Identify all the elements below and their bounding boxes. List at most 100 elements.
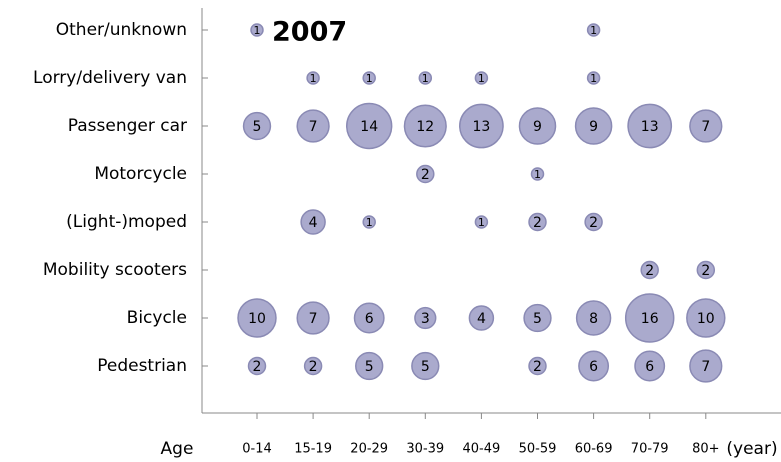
bubble-label: 13 — [472, 119, 490, 135]
bubble-label: 4 — [477, 311, 486, 327]
bubble — [306, 71, 320, 85]
bubble — [689, 109, 723, 143]
bubble-label: 1 — [310, 72, 317, 85]
bubble — [634, 350, 666, 382]
x-tick-label: 20-29 — [350, 442, 388, 457]
bubble-label: 14 — [360, 119, 378, 135]
bubble-label: 10 — [697, 311, 715, 327]
bubble — [468, 305, 495, 331]
bubble — [300, 209, 326, 235]
bubble — [242, 111, 272, 141]
bubble-label: 9 — [533, 119, 542, 135]
bubble — [296, 109, 330, 143]
bubble-label: 2 — [533, 215, 542, 231]
bubble-label: 2 — [253, 359, 262, 375]
bubble — [237, 298, 277, 338]
bubble-label: 7 — [309, 311, 318, 327]
bubble-label: 1 — [366, 72, 373, 85]
bubble-label: 2 — [421, 167, 430, 183]
bubble — [414, 306, 437, 330]
bubble — [640, 260, 659, 280]
x-tick-label: 30-39 — [406, 442, 444, 457]
bubble — [523, 303, 552, 333]
bubble-label: 16 — [641, 311, 659, 327]
bubble — [247, 356, 267, 376]
bubble — [459, 103, 504, 149]
bubble-label: 2 — [589, 215, 598, 231]
bubble-label: 10 — [248, 311, 266, 327]
bubble-label: 5 — [533, 311, 542, 327]
bubble — [686, 298, 726, 338]
bubble-label: 1 — [590, 24, 597, 37]
bubble — [250, 23, 264, 37]
bubble — [362, 71, 376, 85]
bubble-label: 12 — [416, 119, 434, 135]
bubble — [403, 104, 447, 148]
x-axis-unit: (year) — [726, 439, 777, 459]
x-tick-label: 80+ — [692, 442, 719, 457]
bubble — [418, 71, 433, 85]
bubble — [586, 23, 601, 37]
bubble-label: 3 — [421, 311, 430, 327]
bubble — [518, 107, 557, 145]
bubble-label: 7 — [701, 119, 710, 135]
bubble-label: 7 — [701, 359, 710, 375]
bubble — [416, 164, 435, 184]
y-tick-label: (Light-)moped — [66, 212, 187, 232]
bubble-label: 5 — [421, 359, 430, 375]
bubble-label: 1 — [478, 72, 485, 85]
bubble — [355, 351, 384, 381]
bubble — [353, 302, 385, 334]
x-tick-label: 70-79 — [631, 442, 669, 457]
bubble-label: 1 — [534, 168, 541, 181]
x-tick-label: 40-49 — [463, 442, 501, 457]
y-tick-label: Mobility scooters — [43, 260, 187, 280]
y-tick-label: Pedestrian — [97, 356, 187, 376]
bubble — [578, 350, 610, 382]
bubble-label: 6 — [589, 359, 598, 375]
bubble — [624, 293, 675, 343]
y-tick-label: Motorcycle — [94, 164, 187, 184]
bubble-label: 2 — [533, 359, 542, 375]
bubble-label: 1 — [366, 216, 373, 229]
bubble — [528, 212, 547, 232]
bubble — [696, 260, 716, 280]
bubble-label: 6 — [365, 311, 374, 327]
bubble — [689, 349, 723, 383]
bubble — [296, 301, 330, 335]
x-tick-label: 15-19 — [294, 442, 332, 457]
bubble-label: 5 — [365, 359, 374, 375]
bubble — [411, 351, 440, 381]
bubble-label: 2 — [309, 359, 318, 375]
x-axis-label: Age — [161, 439, 194, 459]
bubble — [627, 103, 673, 149]
x-tick-label: 0-14 — [242, 442, 272, 457]
bubble — [303, 356, 323, 376]
bubble — [346, 102, 393, 150]
bubble-label: 1 — [590, 72, 597, 85]
bubble-label: 13 — [641, 119, 659, 135]
y-tick-label: Bicycle — [127, 308, 187, 328]
bubble — [362, 215, 376, 229]
bubble — [474, 215, 489, 229]
bubble — [574, 107, 613, 145]
bubble — [584, 212, 603, 232]
bubble — [474, 71, 489, 85]
bubble-label: 5 — [253, 119, 262, 135]
bubble-label: 7 — [309, 119, 318, 135]
bubble-label: 2 — [645, 263, 654, 279]
bubble — [586, 71, 601, 85]
chart-title: 2007 — [272, 17, 347, 48]
bubble-label: 8 — [589, 311, 598, 327]
bubble-label: 4 — [309, 215, 318, 231]
y-tick-label: Passenger car — [68, 116, 187, 136]
bubble — [528, 356, 547, 376]
y-tick-label: Lorry/delivery van — [33, 68, 187, 88]
bubble — [575, 300, 612, 336]
bubble-label: 1 — [422, 72, 429, 85]
y-tick-label: Other/unknown — [56, 20, 187, 40]
bubble-label: 6 — [645, 359, 654, 375]
x-tick-label: 50-59 — [519, 442, 557, 457]
x-tick-label: 60-69 — [575, 442, 613, 457]
